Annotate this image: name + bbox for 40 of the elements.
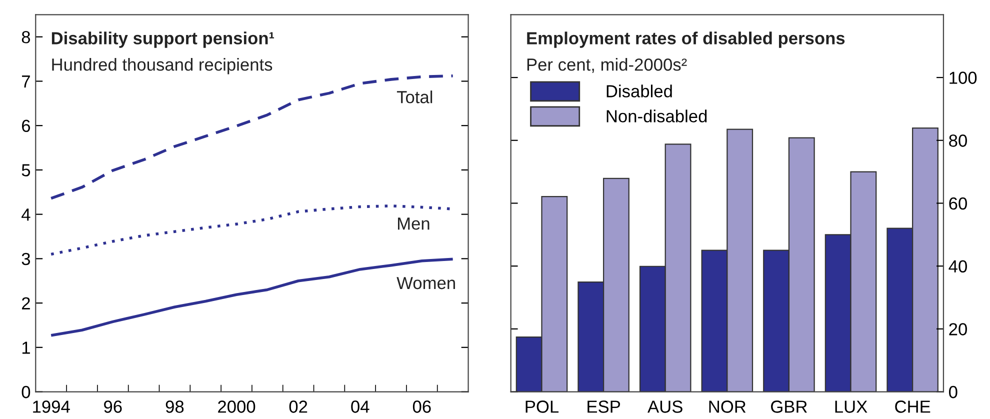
series-label: Total — [396, 90, 432, 104]
y-tick-label: 8 — [22, 31, 30, 44]
x-tick-label: 02 — [289, 400, 308, 413]
line-series — [50, 74, 454, 200]
text: Employment rates of disabled persons — [527, 32, 845, 48]
y-tick-label: 7 — [22, 76, 30, 88]
x-tick-label: 98 — [166, 400, 184, 413]
y-tick-label: 3 — [22, 252, 30, 266]
x-tick-label: 1994 — [33, 400, 70, 413]
x-tick-label: 96 — [104, 400, 122, 413]
x-tick-label: ESP — [588, 400, 620, 413]
x-tick-label: 06 — [412, 400, 431, 413]
x-tick-label: LUX — [835, 400, 868, 413]
y-tick-label: 1 — [22, 342, 30, 354]
x-tick-label: 2000 — [218, 400, 256, 413]
x-tick-label: GBR — [771, 400, 807, 413]
text: Hundred thousand recipients — [52, 58, 272, 74]
y-tick-label: 4 — [22, 208, 30, 221]
y-tick-label: 40 — [948, 260, 967, 273]
x-tick-label: NOR — [709, 400, 746, 413]
y-tick-label: 2 — [22, 297, 30, 310]
line-series — [50, 258, 454, 337]
x-tick-label: 04 — [351, 400, 370, 413]
y-tick-label: 80 — [949, 134, 967, 147]
x-tick-label: POL — [526, 400, 559, 413]
y-tick-label: 100 — [950, 72, 977, 84]
y-tick-label: 20 — [949, 323, 967, 336]
series-label: Women — [396, 277, 455, 290]
y-tick-label: 5 — [22, 164, 30, 176]
y-tick-label: 6 — [22, 120, 30, 132]
legend-label: Disabled — [606, 84, 672, 98]
series-label: Men — [398, 218, 430, 230]
y-tick-label: 0 — [22, 386, 30, 398]
y-tick-label: 0 — [949, 386, 958, 398]
y-tick-label: 60 — [949, 197, 967, 210]
text: Disability support pension¹ — [52, 32, 274, 48]
x-tick-label: CHE — [895, 400, 930, 413]
x-tick-label: AUS — [648, 400, 682, 413]
text: Per cent, mid-2000s² — [527, 58, 687, 73]
legend-label: Non-disabled — [606, 110, 707, 122]
